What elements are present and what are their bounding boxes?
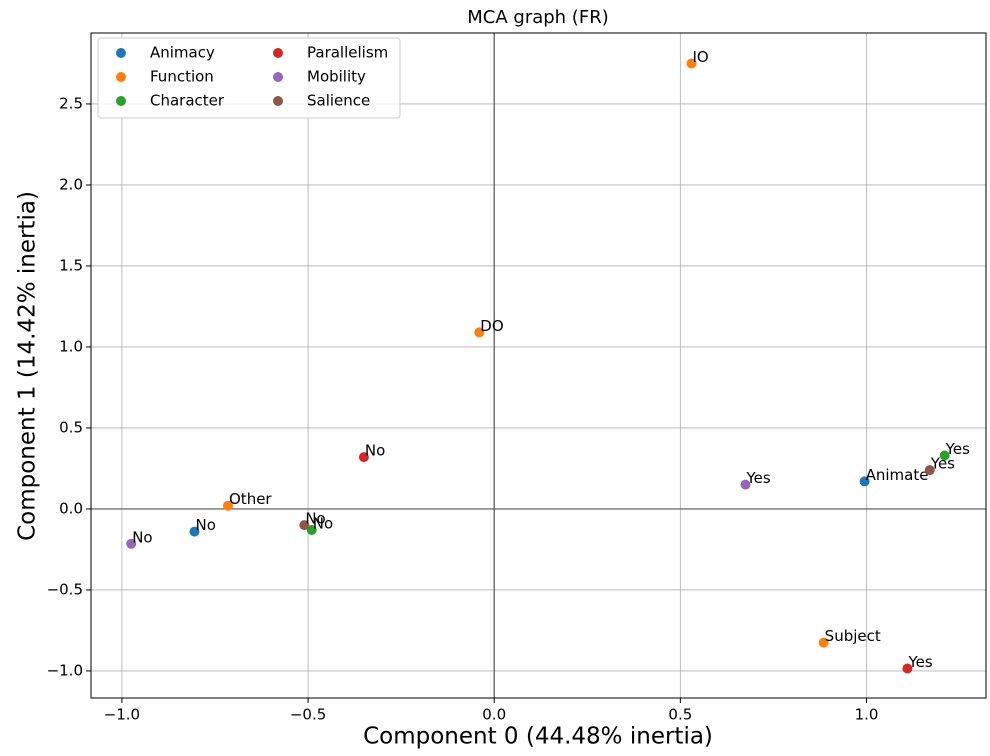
- point-label: Yes: [945, 440, 970, 458]
- legend-marker: [116, 72, 126, 82]
- point-label: No: [313, 515, 333, 533]
- x-tick-label: 1.0: [855, 706, 879, 724]
- x-axis-label: Component 0 (44.48% inertia): [363, 724, 713, 750]
- plot-frame: [90, 32, 987, 699]
- point: [939, 450, 950, 461]
- legend-marker: [273, 96, 283, 106]
- point: [358, 452, 369, 463]
- point-label: DO: [480, 317, 503, 335]
- legend-label: Mobility: [307, 68, 366, 86]
- legend-marker: [116, 96, 126, 106]
- y-tick-label: 0.5: [59, 418, 83, 436]
- point: [306, 525, 317, 536]
- y-tick-label: −1.0: [47, 661, 83, 679]
- point-label: Yes: [907, 653, 932, 671]
- y-tick-label: 2.0: [59, 175, 83, 193]
- x-tick-label: −1.0: [104, 706, 140, 724]
- point-label: No: [305, 510, 325, 528]
- point: [474, 327, 485, 338]
- point-label: Yes: [930, 455, 955, 473]
- legend-label: Parallelism: [307, 44, 388, 62]
- point-label: Yes: [745, 469, 770, 487]
- point: [740, 479, 751, 490]
- legend-label: Character: [150, 92, 225, 110]
- point: [818, 637, 829, 648]
- point-label: No: [195, 516, 215, 534]
- point: [223, 500, 234, 511]
- point: [924, 465, 935, 476]
- point: [902, 663, 913, 674]
- point: [299, 520, 310, 531]
- x-tick-label: −0.5: [290, 706, 326, 724]
- legend-box: [97, 37, 401, 119]
- legend-marker: [116, 48, 126, 58]
- legend-label: Animacy: [150, 44, 215, 62]
- y-tick-label: 0.0: [59, 499, 83, 517]
- y-tick-label: 1.5: [59, 256, 83, 274]
- point-label: IO: [693, 48, 709, 66]
- point: [859, 476, 870, 487]
- point: [126, 538, 137, 549]
- y-tick-label: 2.5: [59, 94, 83, 112]
- legend-marker: [273, 48, 283, 58]
- point-label: Subject: [825, 627, 881, 645]
- point-label: No: [132, 528, 152, 546]
- legend-label: Function: [150, 68, 214, 86]
- y-tick-label: −0.5: [47, 580, 83, 598]
- point: [686, 58, 697, 69]
- chart-title: MCA graph (FR): [467, 7, 608, 28]
- legend-label: Salience: [307, 92, 370, 110]
- y-tick-label: 1.0: [59, 337, 83, 355]
- point: [189, 526, 200, 537]
- x-tick-label: 0.0: [482, 706, 506, 724]
- point-label: Animate: [866, 466, 929, 484]
- legend-marker: [273, 72, 283, 82]
- y-axis-label: Component 1 (14.42% inertia): [15, 191, 41, 541]
- x-tick-label: 0.5: [668, 706, 692, 724]
- point-label: Other: [229, 490, 272, 508]
- point-label: No: [365, 442, 385, 460]
